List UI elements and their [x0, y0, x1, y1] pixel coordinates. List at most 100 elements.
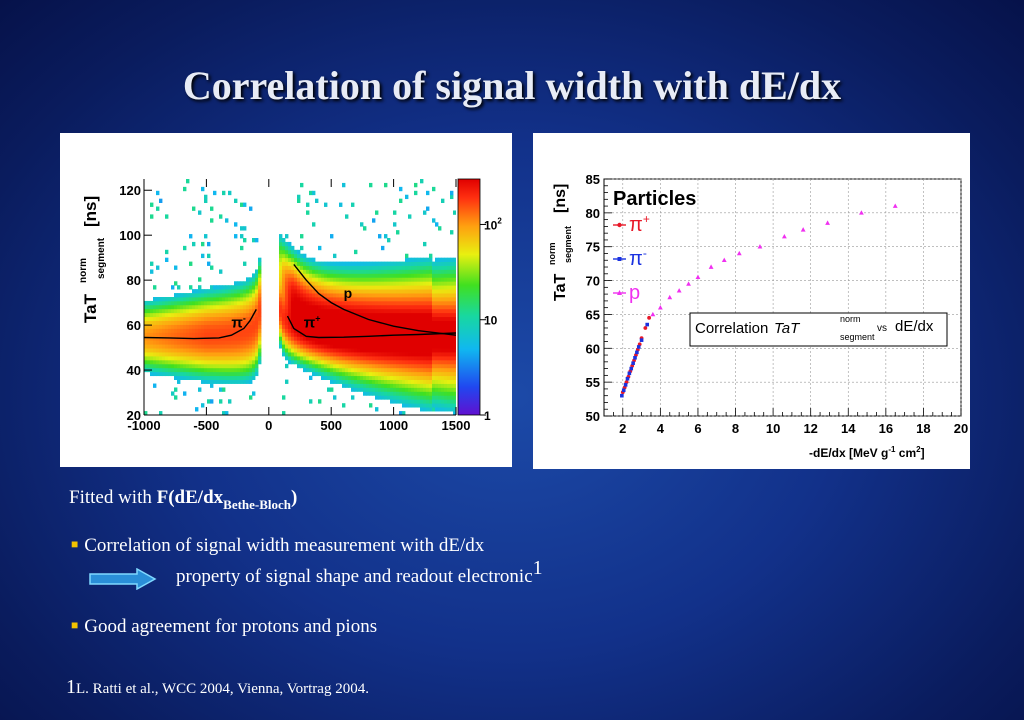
heatmap-cell — [234, 304, 238, 310]
heatmap-cell — [453, 395, 456, 400]
heatmap-cell — [285, 293, 289, 298]
heatmap-cell — [336, 352, 340, 357]
heatmap-cell — [303, 312, 307, 318]
heatmap-cell — [411, 316, 415, 321]
heatmap-cell — [279, 253, 283, 259]
heatmap-cell — [435, 348, 439, 353]
heatmap-cell — [282, 241, 286, 247]
heatmap-cell — [156, 332, 160, 337]
heatmap-cell — [282, 300, 286, 306]
heatmap-cell — [183, 371, 187, 377]
heatmap-cell — [402, 269, 406, 274]
heatmap-cell — [351, 281, 355, 286]
heatmap-cell — [357, 261, 361, 266]
heatmap-cell — [411, 344, 415, 349]
heatmap-cell — [225, 308, 229, 314]
heatmap-cell — [183, 348, 187, 353]
heatmap-cell — [330, 304, 334, 310]
heatmap-cell — [399, 379, 403, 384]
heatmap-cell — [210, 320, 214, 325]
heatmap-cell — [222, 312, 226, 318]
heatmap-cell — [201, 304, 205, 310]
heatmap-cell — [294, 300, 298, 306]
heatmap-cell — [330, 359, 334, 365]
heatmap-cell — [285, 336, 289, 341]
heatmap-cell — [420, 269, 424, 274]
heatmap-cell — [366, 348, 370, 353]
heatmap-cell — [375, 336, 379, 341]
colorbar-tick-label: 10 — [484, 314, 498, 328]
heatmap-cell — [432, 324, 436, 329]
heatmap-cell — [432, 356, 436, 361]
heatmap-cell — [402, 352, 406, 357]
heatmap-cell — [198, 320, 202, 325]
heatmap-cell — [330, 261, 334, 266]
heatmap-cell — [390, 356, 394, 361]
heatmap-cell — [231, 336, 235, 341]
heatmap-cell — [384, 234, 388, 239]
heatmap-cell — [405, 336, 409, 341]
heatmap-cell — [411, 308, 415, 314]
heatmap-cell — [339, 340, 343, 345]
heatmap-cell — [438, 340, 442, 345]
heatmap-cell — [378, 269, 382, 274]
heatmap-cell — [345, 356, 349, 361]
heatmap-cell — [366, 269, 370, 274]
heatmap-cell — [291, 297, 295, 302]
heatmap-cell — [390, 277, 394, 282]
svg-text:norm: norm — [547, 243, 557, 266]
heatmap-cell — [309, 300, 313, 306]
heatmap-cell — [408, 356, 412, 361]
heatmap-cell — [300, 356, 304, 361]
heatmap-cell — [432, 391, 436, 396]
heatmap-cell — [306, 308, 310, 314]
heatmap-cell — [288, 348, 292, 353]
heatmap-cell — [210, 363, 214, 369]
heatmap-cell — [240, 348, 244, 353]
heatmap-cell — [321, 336, 325, 341]
heatmap-cell — [252, 340, 256, 345]
heatmap-cell — [354, 320, 358, 325]
heatmap-cell — [216, 308, 220, 314]
heatmap-cell — [174, 328, 178, 333]
heatmap-cell — [219, 324, 223, 329]
heatmap-cell — [165, 257, 169, 262]
heatmap-cell — [210, 293, 214, 298]
heatmap-cell — [351, 289, 355, 294]
heatmap-cell — [312, 277, 316, 282]
heatmap-cell — [342, 277, 346, 282]
heatmap-cell — [453, 391, 456, 396]
heatmap-cell — [240, 356, 244, 361]
heatmap-cell — [189, 261, 193, 266]
heatmap-cell — [216, 367, 220, 373]
heatmap-cell — [414, 395, 418, 400]
heatmap-cell — [189, 344, 193, 349]
heatmap-cell — [162, 348, 166, 353]
heatmap-cell — [210, 289, 214, 294]
heatmap-cell — [444, 277, 448, 282]
heatmap-cell — [429, 253, 433, 259]
heatmap-cell — [402, 308, 406, 314]
heatmap-cell — [324, 281, 328, 286]
heatmap-cell — [246, 371, 250, 377]
heatmap-cell — [240, 363, 244, 369]
heatmap-cell — [405, 273, 409, 278]
heatmap-cell — [192, 348, 196, 353]
heatmap-cell — [399, 391, 403, 396]
heatmap-cell — [405, 293, 409, 298]
heatmap-cell — [204, 234, 208, 239]
heatmap-cell — [432, 281, 436, 286]
heatmap-cell — [384, 300, 388, 306]
heatmap-cell — [354, 293, 358, 298]
heatmap-cell — [183, 340, 187, 345]
heatmap-cell — [162, 371, 166, 377]
heatmap-cell — [162, 332, 166, 337]
heatmap-cell — [381, 336, 385, 341]
heatmap-cell — [330, 320, 334, 325]
heatmap-cell — [216, 371, 220, 377]
heatmap-cell — [234, 379, 238, 384]
heatmap-cell — [159, 336, 163, 341]
heatmap-cell — [345, 261, 349, 266]
heatmap-cell — [429, 371, 433, 377]
heatmap-cell — [288, 253, 292, 259]
